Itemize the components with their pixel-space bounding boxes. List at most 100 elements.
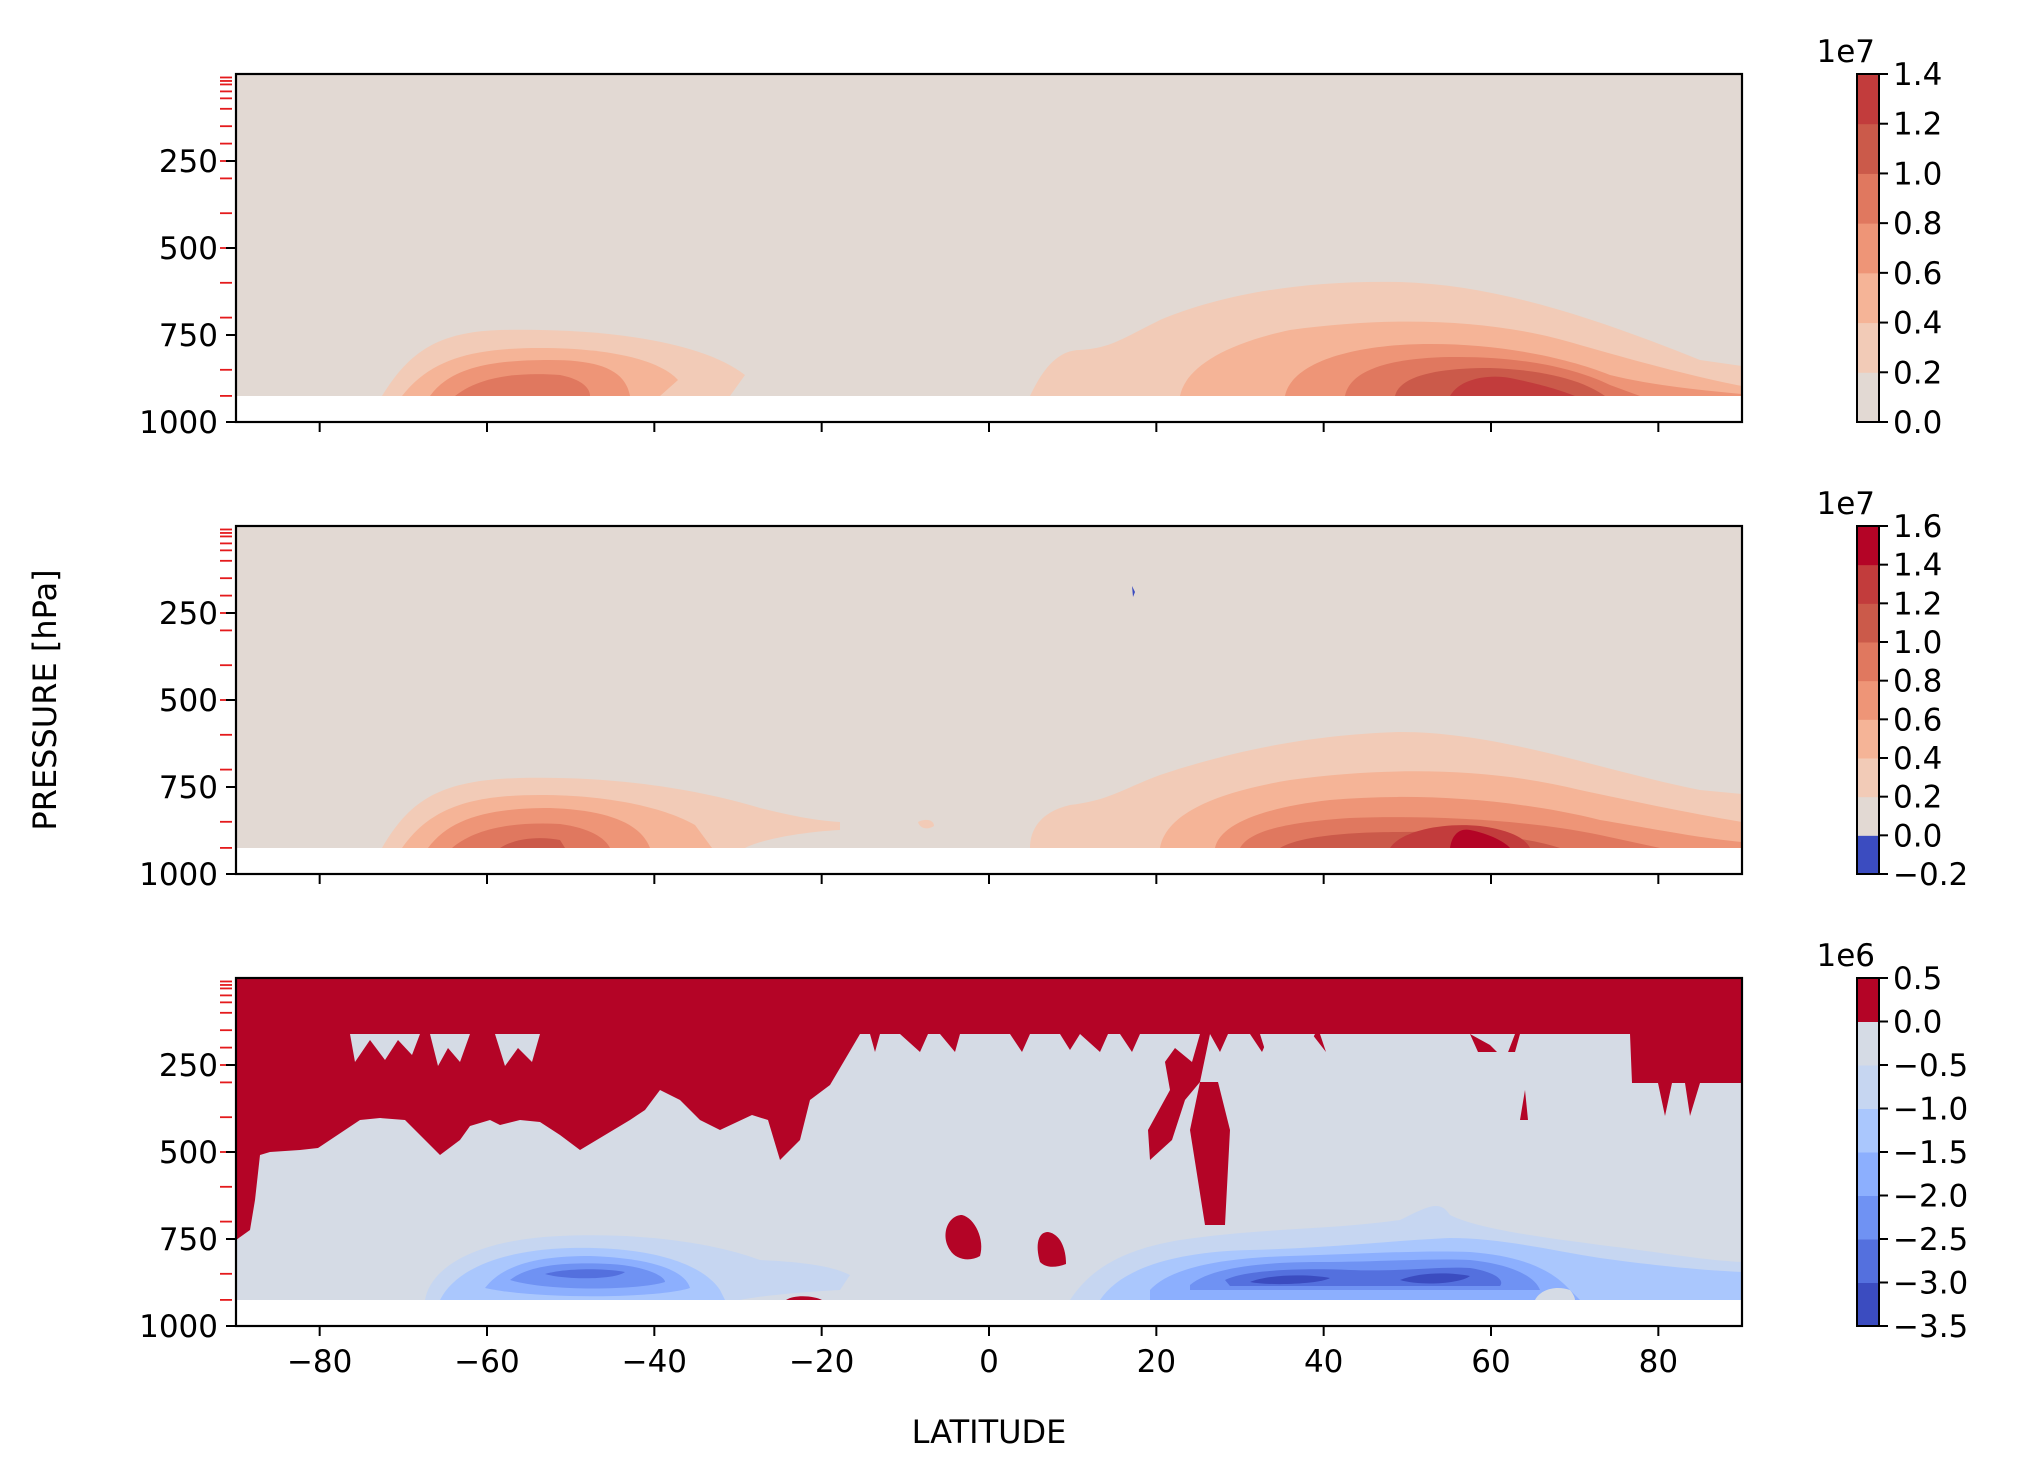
- y-tick-label: 1000: [139, 1309, 218, 1345]
- contour-fill-level-8: [1450, 829, 1510, 848]
- y-tick-label: 250: [159, 1048, 218, 1084]
- colorbar-tick-label: 0.8: [1893, 206, 1942, 242]
- colorbar-segment: [1857, 372, 1879, 423]
- contour-fill-level-0: [1132, 586, 1135, 597]
- top-panel-y-axis: 250 500 750 1000: [139, 144, 236, 441]
- colorbar-segment: [1857, 1282, 1879, 1327]
- y-tick-label: 500: [159, 231, 218, 267]
- x-tick-label: −40: [622, 1344, 687, 1380]
- y-tick-label: 250: [159, 144, 218, 180]
- contour-fill-level-2: [918, 819, 934, 829]
- middle-panel-contours: [236, 526, 1742, 874]
- top-panel-level-markers: [220, 76, 232, 397]
- top-panel-colorbar: 0.0 0.2 0.4 0.6 0.8 1.0 1.2 1.4 1e7: [1816, 34, 1942, 441]
- colorbar-segment: [1857, 978, 1879, 1022]
- colorbar-segment: [1857, 603, 1879, 643]
- colorbar-tick-label: 0.2: [1893, 355, 1942, 391]
- colorbar-segment: [1857, 719, 1879, 759]
- colorbar-tick-label: −0.2: [1893, 857, 1968, 893]
- x-tick-label: −60: [454, 1344, 519, 1380]
- colorbar-segment: [1857, 322, 1879, 373]
- colorbar-exponent: 1e7: [1816, 34, 1875, 70]
- colorbar-segment: [1857, 564, 1879, 604]
- colorbar-tick-label: 0.2: [1893, 780, 1942, 816]
- y-tick-label: 250: [159, 596, 218, 632]
- y-tick-label: 750: [159, 318, 218, 354]
- x-tick-label: 20: [1137, 1344, 1176, 1380]
- colorbar-tick-label: 1.6: [1893, 509, 1942, 545]
- contour-fill-level-0: [1400, 1273, 1470, 1284]
- colorbar-segment: [1857, 1195, 1879, 1240]
- x-axis-label: LATITUDE: [912, 1413, 1067, 1451]
- colorbar-tick-label: 1.2: [1893, 107, 1942, 143]
- colorbar-tick-label: 0.6: [1893, 256, 1942, 292]
- colorbar-segment: [1857, 223, 1879, 274]
- contour-fill-level-6: [1470, 1034, 1515, 1060]
- colorbar-tick-label: −1.5: [1893, 1135, 1968, 1171]
- colorbar-segment: [1857, 796, 1879, 836]
- contour-fill-level-4: [455, 374, 590, 396]
- x-tick-label: −20: [789, 1344, 854, 1380]
- y-tick-label: 500: [159, 1135, 218, 1171]
- contour-fill-level-7: [236, 978, 1742, 1240]
- y-tick-label: 1000: [139, 857, 218, 893]
- colorbar-tick-label: −3.5: [1893, 1309, 1968, 1345]
- colorbar-frame: [1856, 73, 1880, 423]
- x-tick-label: 60: [1471, 1344, 1510, 1380]
- y-tick-label: 750: [159, 1222, 218, 1258]
- colorbar-tick-label: 1.2: [1893, 586, 1942, 622]
- contour-fill-level-6: [1450, 376, 1575, 396]
- x-tick-label: 80: [1639, 1344, 1678, 1380]
- contour-fill-level-6: [350, 1034, 420, 1062]
- colorbar-segment: [1857, 835, 1879, 875]
- colorbar-exponent: 1e6: [1816, 938, 1875, 974]
- colorbar-segment: [1857, 1239, 1879, 1283]
- contour-fill-level-7: [945, 1215, 982, 1260]
- contour-fill-level-6: [1260, 1034, 1315, 1066]
- colorbar-tick-label: 1.0: [1893, 156, 1942, 192]
- colorbar-tick-label: −2.0: [1893, 1179, 1968, 1215]
- top-panel-x-axis: [318, 422, 1660, 432]
- colorbar-tick-label: −0.5: [1893, 1048, 1968, 1084]
- bottom-panel-y-axis: 250 500 750 1000: [139, 1048, 236, 1345]
- middle-panel-x-axis: [318, 874, 1660, 884]
- contour-fill-level-6: [495, 1034, 540, 1066]
- colorbar-segment: [1857, 642, 1879, 682]
- contour-fill-level-7: [1037, 1232, 1066, 1267]
- bottom-panel-contours: [236, 978, 1742, 1326]
- bottom-panel-colorbar: −3.5 −3.0 −2.5 −2.0 −1.5 −1.0 −0.5 0.0 0.5 1e6: [1816, 938, 1968, 1345]
- contour-fill-level-6: [500, 838, 565, 848]
- colorbar-tick-label: 0.0: [1893, 818, 1942, 854]
- colorbar-tick-label: −3.0: [1893, 1266, 1968, 1302]
- contour-fill-level-5: [1535, 1288, 1575, 1300]
- colorbar-segment: [1857, 123, 1879, 174]
- y-tick-label: 750: [159, 770, 218, 806]
- y-tick-label: 1000: [139, 405, 218, 441]
- bottom-panel: 250 500 750 1000 −80 −60 −40 −20 0 20 40 60 80 −3.5…: [139, 938, 1968, 1380]
- colorbar-exponent: 1e7: [1816, 486, 1875, 522]
- x-tick-label: 40: [1304, 1344, 1343, 1380]
- contour-fill-level-6: [1145, 1034, 1200, 1066]
- colorbar-segment: [1857, 1152, 1879, 1196]
- colorbar-frame: [1856, 525, 1880, 875]
- colorbar-tick-label: −1.0: [1893, 1092, 1968, 1128]
- middle-panel-y-axis: 250 500 750 1000: [139, 596, 236, 893]
- colorbar-tick-label: 1.4: [1893, 548, 1942, 584]
- contour-fill-level-6: [430, 1034, 470, 1066]
- colorbar-tick-label: 0.4: [1893, 741, 1942, 777]
- x-tick-label: 0: [979, 1344, 999, 1380]
- contour-fill-level-1: [545, 1269, 625, 1279]
- y-axis-label: PRESSURE [hPa]: [26, 569, 64, 830]
- colorbar-segment: [1857, 1065, 1879, 1109]
- bottom-panel-level-markers: [220, 980, 232, 1301]
- contour-fill-level-7: [1520, 1090, 1528, 1120]
- colorbar-tick-label: 0.4: [1893, 306, 1942, 342]
- colorbar-segment: [1857, 526, 1879, 566]
- colorbar-tick-label: 0.0: [1893, 1005, 1942, 1041]
- contour-fill-level-0: [1250, 1275, 1330, 1285]
- middle-panel-colorbar: −0.20.00.20.40.60.81.01.21.41.6 1e7: [1816, 486, 1968, 893]
- colorbar-segment: [1857, 1021, 1879, 1066]
- colorbar-tick-label: 1.0: [1893, 625, 1942, 661]
